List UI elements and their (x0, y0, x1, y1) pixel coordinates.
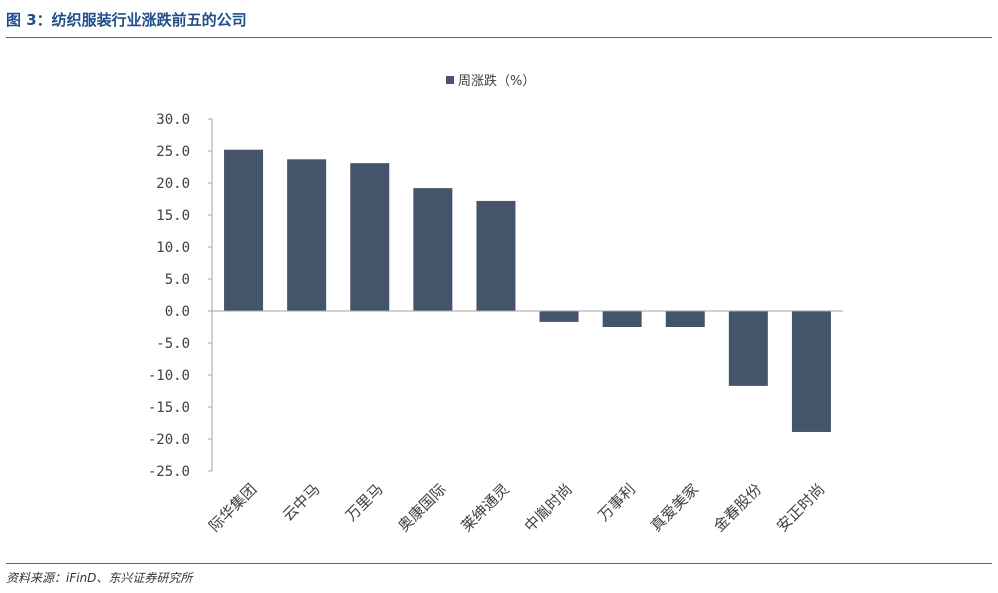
bar (665, 311, 705, 327)
y-tick-label: -25.0 (148, 464, 190, 480)
bar (602, 311, 642, 327)
bar (224, 149, 264, 311)
bar (413, 188, 453, 311)
y-tick-label: 30.0 (156, 112, 190, 128)
legend-label: 周涨跌（%） (458, 73, 535, 89)
y-tick-label: 20.0 (156, 176, 190, 192)
x-tick-label: 真爱美家 (647, 480, 702, 535)
y-tick-label: -5.0 (156, 336, 190, 352)
bar (728, 311, 768, 386)
x-tick-label: 云中马 (279, 480, 324, 525)
source-note: 资料来源：iFinD、东兴证券研究所 (6, 571, 193, 585)
y-axis: 30.0 25.0 20.0 15.0 10.0 5.0 0.0 -5.0 -10.0 -15.0… (148, 112, 213, 480)
x-tick-label: 奥康国际 (395, 480, 450, 535)
bars (224, 149, 831, 432)
x-tick-label: 中胤时尚 (521, 480, 576, 535)
x-tick-label: 金春股份 (710, 480, 765, 535)
bottom-rule (6, 563, 992, 564)
bar (476, 200, 516, 311)
y-tick-label: 25.0 (156, 144, 190, 160)
legend-swatch (446, 76, 454, 84)
y-tick-label: 10.0 (156, 240, 190, 256)
bar (287, 159, 327, 311)
bar (539, 311, 579, 322)
y-tick-label: -10.0 (148, 368, 190, 384)
x-tick-label: 安正时尚 (773, 480, 828, 535)
legend: 周涨跌（%） (446, 73, 535, 89)
y-tick-label: 0.0 (165, 304, 190, 320)
x-tick-label: 莱绅通灵 (458, 480, 513, 535)
bar (791, 311, 831, 432)
y-tick-label: 15.0 (156, 208, 190, 224)
x-tick-label: 际华集团 (205, 480, 260, 535)
y-tick-label: -20.0 (148, 432, 190, 448)
y-tick-label: 5.0 (165, 272, 190, 288)
bar (350, 163, 390, 311)
y-tick-label: -15.0 (148, 400, 190, 416)
figure-title: 图 3：纺织服装行业涨跌前五的公司 (6, 11, 247, 29)
x-tick-label: 万事利 (594, 480, 639, 525)
top-rule (6, 37, 992, 38)
x-tick-label: 万里马 (342, 480, 387, 525)
